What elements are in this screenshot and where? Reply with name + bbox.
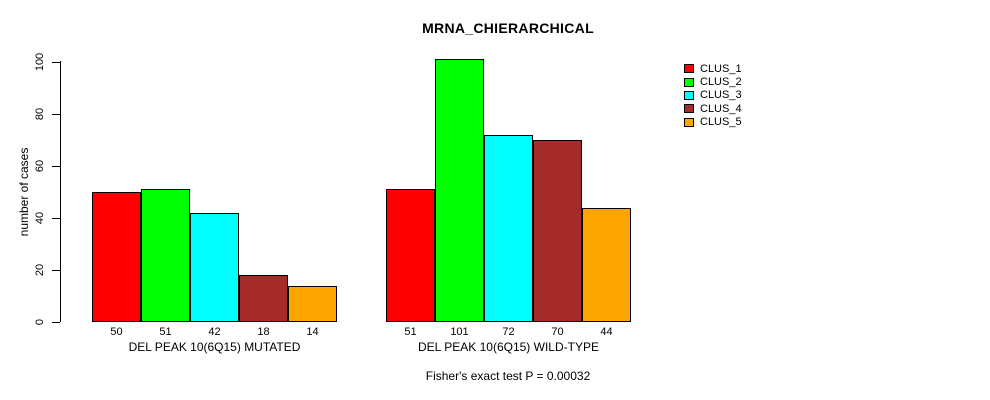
bar-value-label: 18 [257, 326, 270, 338]
bar-clus_1-2 [386, 189, 435, 322]
legend-swatch-icon [684, 117, 694, 127]
bar-value-label: 50 [110, 326, 123, 338]
bar-value-label: 51 [404, 326, 417, 338]
bar-value-label: 42 [208, 326, 221, 338]
bar-value-label: 72 [502, 326, 515, 338]
bar-clus_2-2 [435, 59, 484, 322]
y-axis-tick-label: 100 [34, 52, 46, 72]
bar-clus_5-1 [288, 286, 337, 322]
y-axis-tick-label: 0 [34, 318, 46, 326]
y-axis-tick-label: 20 [34, 263, 46, 277]
y-axis-title: number of cases [17, 147, 31, 237]
bar-clus_3-2 [484, 135, 533, 322]
legend-item-clus_1: CLUS_1 [684, 62, 742, 75]
bar-value-label: 101 [450, 326, 469, 338]
legend-item-label: CLUS_2 [700, 76, 742, 89]
y-axis-tick [52, 114, 60, 115]
y-axis-tick-label: 80 [34, 107, 46, 121]
y-axis-tick [52, 218, 60, 219]
footer-note: Fisher's exact test P = 0.00032 [425, 369, 591, 383]
y-axis-tick [52, 166, 60, 167]
legend-item-clus_4: CLUS_4 [684, 102, 742, 115]
legend-item-label: CLUS_1 [700, 62, 742, 75]
y-axis-tick [52, 270, 60, 271]
category-label: DEL PEAK 10(6Q15) MUTATED [128, 340, 301, 354]
legend-item-clus_2: CLUS_2 [684, 75, 742, 88]
bar-value-label: 51 [159, 326, 172, 338]
legend: CLUS_1 CLUS_2 CLUS_3 CLUS_4 CLUS_5 [684, 62, 742, 129]
y-axis-tick [52, 322, 60, 323]
bar-clus_4-1 [239, 275, 288, 322]
chart-title: MRNA_CHIERARCHICAL [422, 20, 594, 36]
bar-clus_4-2 [533, 140, 582, 322]
legend-item-label: CLUS_3 [700, 89, 742, 102]
y-axis-tick-label: 60 [34, 159, 46, 173]
legend-swatch-icon [684, 90, 694, 100]
bar-clus_1-1 [92, 192, 141, 322]
bar-value-label: 70 [551, 326, 564, 338]
bar-clus_2-1 [141, 189, 190, 322]
legend-swatch-icon [684, 77, 694, 87]
y-axis-line [60, 61, 61, 322]
legend-item-label: CLUS_4 [700, 102, 742, 115]
legend-swatch-icon [684, 64, 694, 74]
y-axis-tick [52, 62, 60, 63]
bar-value-label: 44 [600, 326, 613, 338]
y-axis-tick-label: 40 [34, 211, 46, 225]
bar-value-label: 14 [306, 326, 319, 338]
bar-clus_5-2 [582, 208, 631, 322]
legend-item-label: CLUS_5 [700, 116, 742, 129]
bar-clus_3-1 [190, 213, 239, 322]
legend-swatch-icon [684, 104, 694, 114]
legend-item-clus_3: CLUS_3 [684, 89, 742, 102]
category-label: DEL PEAK 10(6Q15) WILD-TYPE [418, 340, 599, 354]
legend-item-clus_5: CLUS_5 [684, 116, 742, 129]
